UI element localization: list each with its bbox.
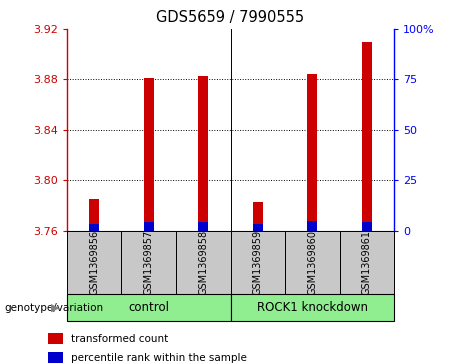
Text: ▶: ▶ <box>51 303 59 313</box>
Bar <box>253 201 263 231</box>
Text: GSM1369858: GSM1369858 <box>198 230 208 295</box>
Bar <box>362 222 372 231</box>
Bar <box>198 76 208 231</box>
Bar <box>198 222 208 231</box>
Text: GSM1369861: GSM1369861 <box>362 230 372 295</box>
Text: ROCK1 knockdown: ROCK1 knockdown <box>257 301 368 314</box>
Bar <box>67 294 230 321</box>
Text: percentile rank within the sample: percentile rank within the sample <box>71 353 247 363</box>
Bar <box>89 224 99 231</box>
Bar <box>48 333 63 344</box>
Bar <box>285 231 340 294</box>
Text: GSM1369857: GSM1369857 <box>144 230 154 295</box>
Text: transformed count: transformed count <box>71 334 168 344</box>
Text: control: control <box>128 301 169 314</box>
Bar <box>230 294 394 321</box>
Bar <box>307 74 317 231</box>
Text: genotype/variation: genotype/variation <box>5 303 104 313</box>
Bar <box>230 231 285 294</box>
Bar <box>48 352 63 363</box>
Bar <box>362 42 372 231</box>
Bar <box>253 224 263 231</box>
Bar <box>144 78 154 231</box>
Bar <box>67 231 121 294</box>
Text: GSM1369859: GSM1369859 <box>253 230 263 295</box>
Bar <box>176 231 230 294</box>
Bar <box>307 221 317 231</box>
Text: GSM1369860: GSM1369860 <box>307 230 317 295</box>
Bar <box>121 231 176 294</box>
Bar <box>89 199 99 231</box>
Bar <box>144 222 154 231</box>
Bar <box>340 231 394 294</box>
Text: GSM1369856: GSM1369856 <box>89 230 99 295</box>
Title: GDS5659 / 7990555: GDS5659 / 7990555 <box>156 10 305 25</box>
